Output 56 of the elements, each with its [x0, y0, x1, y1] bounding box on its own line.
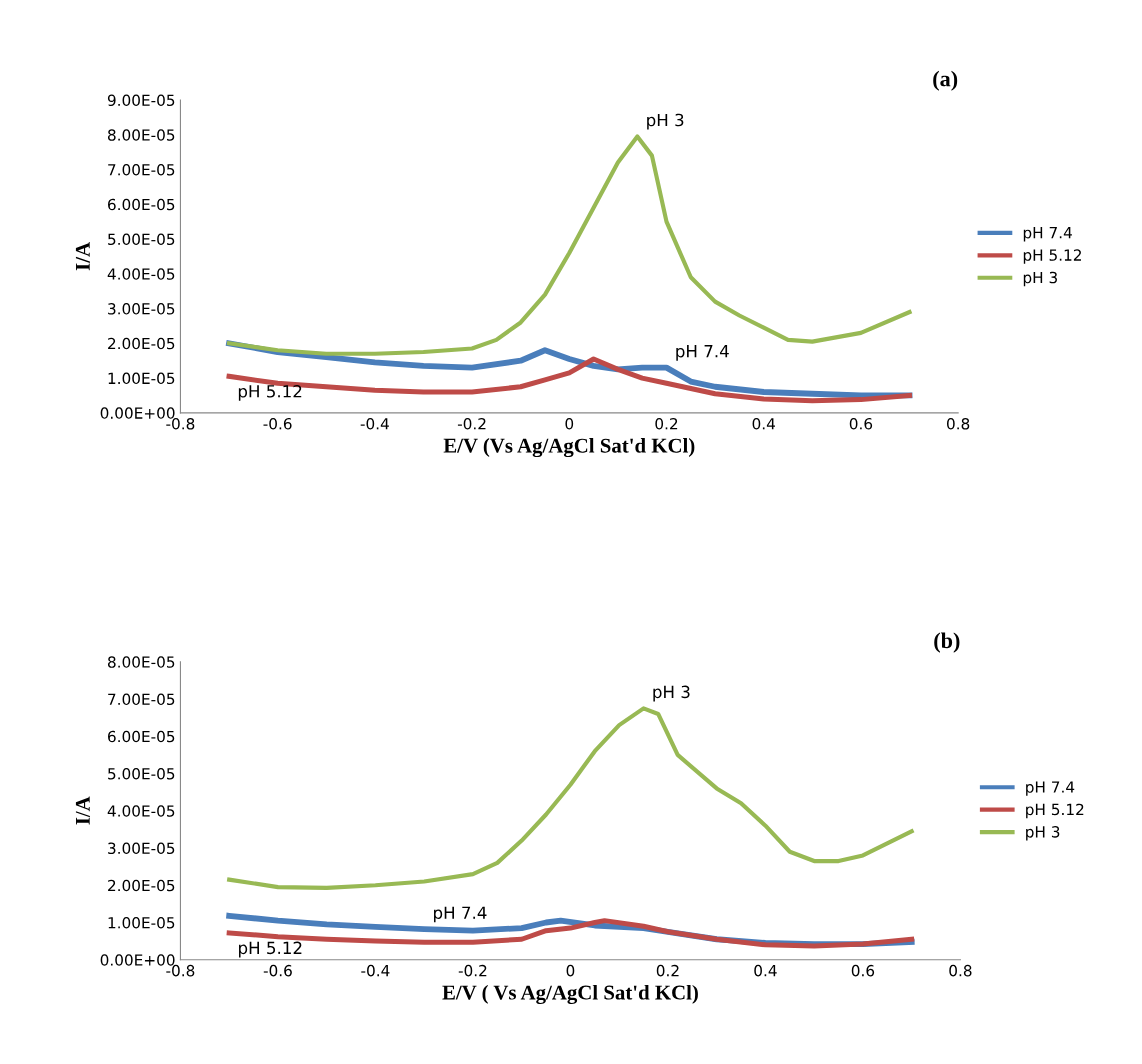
x-tick-label: -0.2: [457, 417, 486, 430]
annotation: pH 7.4: [434, 906, 487, 923]
y-tick-label: 0.00E+00: [100, 954, 175, 966]
y-tick-label: 2.00E-05: [108, 879, 175, 892]
y-tick-label: 7.00E-05: [108, 693, 175, 706]
y-tick-label: 6.00E-05: [108, 198, 175, 211]
x-tick-label: -0.8: [166, 964, 195, 977]
y-tick-label: 4.00E-05: [107, 805, 175, 817]
y-tick-label: 7.00E-05: [108, 164, 175, 176]
annotation: pH 7.4: [676, 345, 729, 361]
y-tick-label: 0.00E+00: [100, 407, 175, 419]
y-tick-label: 1.00E-05: [108, 916, 175, 929]
x-tick-label: 0.2: [655, 417, 678, 430]
y-tick-label: 6.00E-05: [108, 730, 175, 743]
x-tick-label: -0.4: [360, 417, 389, 430]
legend-label: pH 3: [1026, 826, 1060, 841]
annotation: pH 5.12: [238, 384, 302, 401]
x-tick-label: 0.6: [849, 417, 873, 430]
x-axis-title: E/V ( Vs Ag/AgCl Sat'd KCl): [442, 984, 698, 1004]
x-tick-label: -0.2: [458, 964, 487, 977]
y-tick-label: 3.00E-05: [108, 303, 175, 315]
x-tick-label: 0: [566, 964, 575, 977]
legend-label: pH 5.12: [1023, 249, 1081, 264]
x-tick-label: -0.8: [166, 417, 195, 430]
y-tick-label: 8.00E-05: [107, 129, 175, 141]
x-tick-label: 0.8: [947, 417, 970, 430]
y-tick-label: 2.00E-05: [108, 337, 175, 350]
x-tick-label: -0.6: [263, 964, 292, 977]
annotation: pH 3: [653, 685, 690, 702]
chart-title: (a): [933, 70, 958, 91]
y-axis-title: I/A: [75, 796, 90, 825]
legend-label: pH 7.4: [1026, 781, 1075, 796]
x-tick-label: 0.4: [752, 417, 775, 430]
y-tick-label: 5.00E-05: [108, 767, 175, 780]
y-tick-label: 8.00E-05: [107, 656, 175, 668]
x-tick-label: 0.4: [754, 964, 777, 977]
x-tick-label: -0.6: [263, 417, 292, 430]
y-tick-label: 9.00E-05: [107, 94, 175, 107]
y-tick-label: 5.00E-05: [108, 233, 175, 246]
y-tick-label: 4.00E-05: [107, 268, 175, 280]
y-axis-title: I/A: [75, 242, 90, 271]
x-tick-label: 0: [565, 417, 574, 430]
x-tick-label: 0.8: [949, 964, 972, 977]
x-tick-label: 0.6: [851, 964, 875, 977]
legend-label: pH 3: [1023, 271, 1057, 287]
annotation: pH 5.12: [239, 941, 302, 958]
line-series: [227, 706, 914, 890]
legend-label: pH 5.12: [1026, 803, 1084, 819]
chart-title: (b): [934, 632, 960, 653]
annotation: pH 3: [647, 113, 684, 130]
legend-label: pH 7.4: [1023, 227, 1072, 242]
x-tick-label: 0.2: [656, 964, 679, 977]
y-tick-label: 1.00E-05: [108, 372, 175, 385]
x-tick-label: -0.4: [361, 964, 390, 977]
x-axis-title: E/V (Vs Ag/AgCl Sat'd KCl): [443, 438, 695, 458]
y-tick-label: 3.00E-05: [108, 842, 175, 855]
